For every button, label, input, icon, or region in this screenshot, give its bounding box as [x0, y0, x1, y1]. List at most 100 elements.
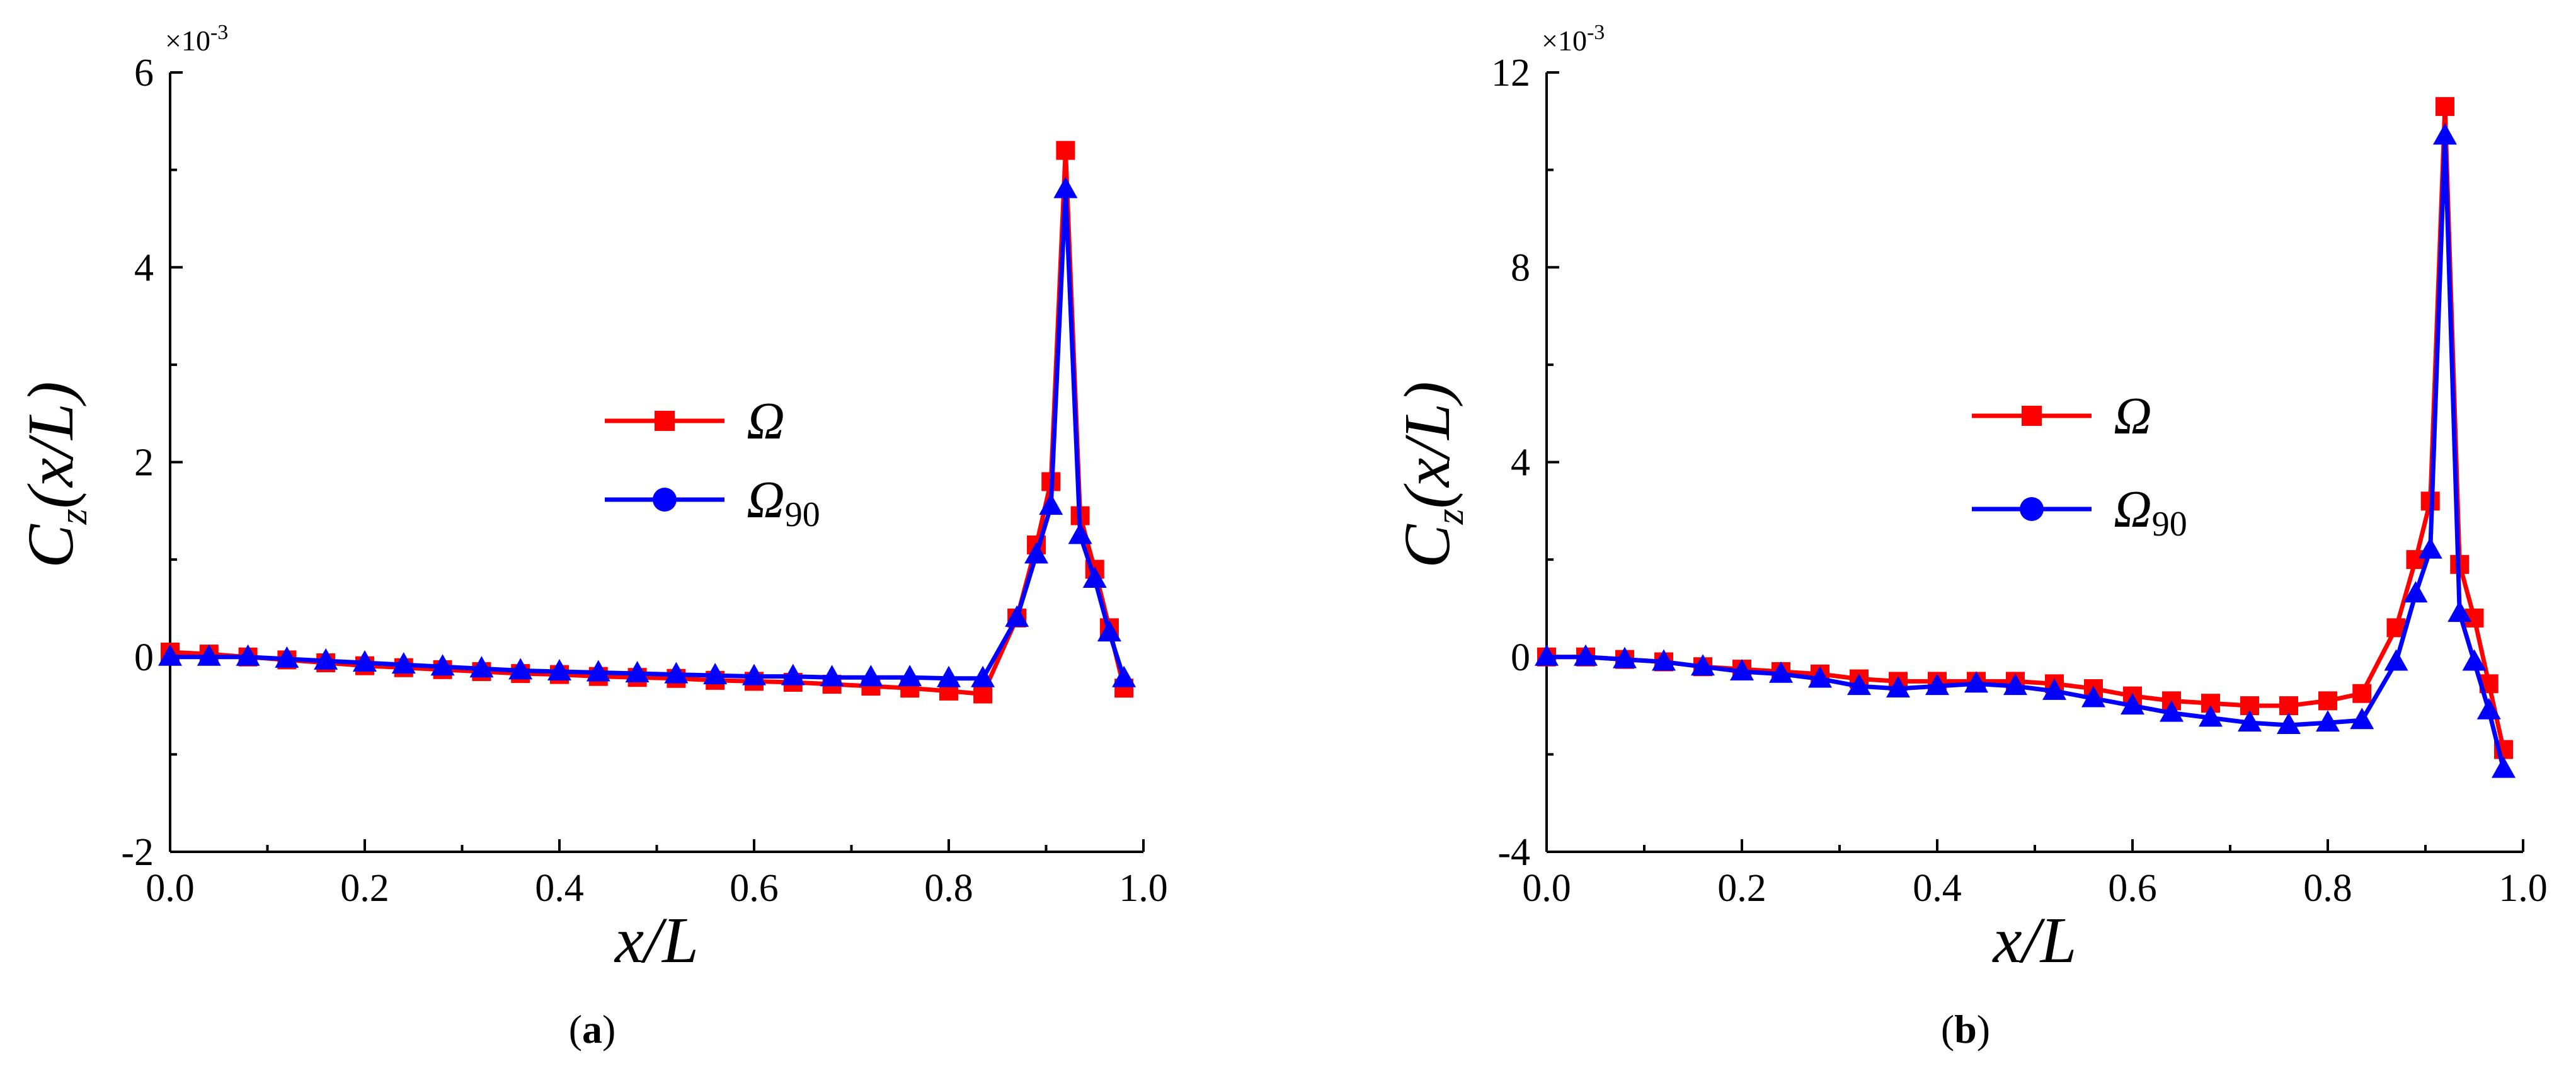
legend-label: Ω — [747, 392, 785, 450]
series-1 — [1537, 97, 2513, 759]
legend-marker-circle — [2020, 497, 2044, 521]
x-tick-label: 1.0 — [2499, 867, 2548, 910]
data-point-triangle — [2476, 697, 2501, 720]
data-point-triangle — [898, 665, 922, 687]
data-point-triangle — [1112, 665, 1136, 687]
data-point-triangle — [2350, 708, 2374, 730]
data-point-triangle — [859, 665, 883, 687]
x-tick-label: 0.2 — [1717, 867, 1766, 910]
panel-b: 0.0 0.2 0.4 0.6 0.8 1.0 -4 0 4 8 12 ×10-3 Cz(x/L) x/L… — [1391, 21, 2548, 1052]
data-point-triangle — [1039, 493, 1063, 515]
data-point-triangle — [1847, 674, 1871, 696]
data-point-triangle — [2492, 756, 2516, 778]
data-point-triangle — [1053, 176, 1078, 198]
data-point-triangle — [742, 663, 766, 685]
x-tick-label: 1.0 — [1119, 867, 1168, 910]
axis-multiplier: ×10-3 — [165, 21, 228, 57]
data-point-triangle — [781, 663, 805, 685]
legend-marker-circle — [653, 488, 677, 512]
data-point-square — [2279, 696, 2298, 716]
data-point-triangle — [2277, 712, 2301, 734]
series-2 — [1535, 123, 2516, 778]
data-point-triangle — [2403, 581, 2428, 603]
data-point-square — [2352, 684, 2372, 703]
data-point-triangle — [1024, 542, 1049, 564]
data-point-triangle — [1082, 566, 1107, 588]
legend: Ω Ω90 — [605, 392, 820, 534]
data-point-triangle — [820, 665, 844, 687]
axis-multiplier: ×10-3 — [1542, 21, 1605, 57]
series-line — [170, 187, 1126, 681]
data-point-triangle — [2199, 705, 2223, 727]
data-point-triangle — [2447, 600, 2472, 622]
data-point-triangle — [1808, 666, 1832, 688]
y-axis-title: Cz(x/L) — [1391, 381, 1472, 568]
data-point-triangle — [1613, 646, 1637, 668]
data-point-triangle — [469, 656, 494, 678]
data-point-triangle — [703, 663, 728, 685]
data-point-triangle — [1925, 674, 1949, 696]
y-tick-label: -4 — [1497, 831, 1530, 874]
data-point-triangle — [1652, 649, 1676, 671]
x-tick-label: 0.6 — [2108, 867, 2157, 910]
data-point-triangle — [236, 644, 260, 666]
data-point-triangle — [158, 644, 182, 666]
legend-marker-square — [2022, 406, 2042, 426]
x-tick-label: 0.8 — [2303, 867, 2352, 910]
x-tick-label: 0.8 — [924, 867, 973, 910]
data-point-triangle — [2316, 710, 2340, 732]
data-point-triangle — [353, 650, 377, 672]
y-tick-label: 4 — [134, 246, 154, 289]
data-point-triangle — [508, 658, 533, 680]
x-tick-label: 0.0 — [146, 867, 195, 910]
data-point-triangle — [1005, 605, 1029, 627]
data-point-triangle — [2160, 700, 2184, 722]
data-point-triangle — [2042, 678, 2066, 700]
x-tick-label: 0.4 — [535, 867, 584, 910]
x-axis-title: x/L — [614, 904, 699, 977]
data-point-triangle — [664, 662, 689, 684]
data-point-triangle — [2238, 710, 2262, 732]
legend-marker-square — [655, 411, 675, 431]
data-point-triangle — [1068, 522, 1092, 544]
data-point-triangle — [197, 644, 221, 666]
panel-label: (b) — [1941, 1007, 1990, 1052]
data-point-triangle — [391, 652, 416, 674]
data-point-triangle — [1097, 620, 1121, 642]
legend: Ω Ω90 — [1972, 387, 2187, 544]
panel-a: 0.0 0.2 0.4 0.6 0.8 1.0 -2 0 2 4 6 ×10-3 Cz(x/L) x/L Ω… — [14, 21, 1168, 1052]
y-axis-title: Cz(x/L) — [14, 381, 95, 568]
data-point-square — [2436, 97, 2454, 117]
data-point-triangle — [547, 658, 571, 680]
data-point-triangle — [2121, 693, 2144, 715]
data-point-square — [2318, 691, 2337, 711]
data-point-triangle — [2384, 649, 2408, 671]
series-line — [1547, 104, 2506, 750]
panel-label: (a) — [569, 1007, 616, 1052]
y-tick-label: 4 — [1511, 442, 1530, 485]
data-point-triangle — [1574, 644, 1598, 666]
series-2 — [158, 176, 1136, 687]
data-point-triangle — [2081, 685, 2105, 708]
y-tick-label: 6 — [134, 52, 154, 95]
y-tick-label: 12 — [1491, 52, 1530, 95]
data-point-triangle — [2433, 123, 2457, 145]
data-point-triangle — [586, 660, 610, 682]
data-point-square — [973, 684, 993, 704]
y-tick-label: 2 — [134, 442, 154, 485]
data-point-triangle — [1691, 654, 1715, 676]
data-point-square — [1056, 140, 1075, 160]
legend-label: Ω90 — [747, 471, 820, 534]
data-point-triangle — [2418, 537, 2442, 559]
data-point-triangle — [1730, 658, 1754, 680]
data-point-triangle — [314, 648, 338, 670]
data-point-triangle — [1769, 661, 1793, 683]
data-point-triangle — [275, 646, 299, 668]
data-point-triangle — [430, 654, 455, 676]
data-point-triangle — [1535, 644, 1559, 666]
series-line — [1547, 134, 2506, 770]
y-tick-label: 0 — [1511, 636, 1530, 679]
y-tick-label: -2 — [121, 831, 154, 874]
legend-label: Ω — [2114, 387, 2152, 445]
